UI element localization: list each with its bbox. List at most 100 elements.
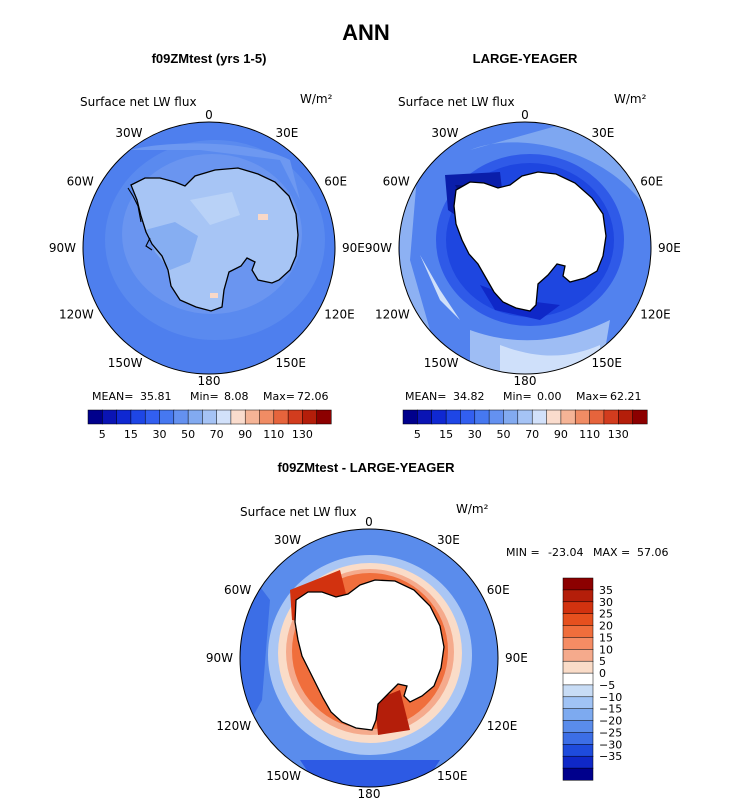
panel-2-min-value: 0.00 <box>537 390 562 403</box>
panel-1-colorbar: 5 15 30 50 70 90 110 130 <box>87 409 332 441</box>
panel-1-colorbar-swatch-9 <box>216 409 232 425</box>
panel-2-colorbar-swatch-4 <box>460 409 476 425</box>
panel-2-longitude-labels: 0 30E 60E 90E 120E 150E 180 150W 120W 90W 60W 30W <box>365 108 681 388</box>
panel-1-units: W/m² <box>300 92 333 106</box>
panel-2-colorbar-swatch-14 <box>603 409 619 425</box>
panel-2-colorbar-swatch-3 <box>445 409 462 425</box>
panel-2-colorbar-swatch-9 <box>531 409 548 425</box>
panel-3-colorbar-label-13: −30 <box>599 738 622 751</box>
panel-2-colorbar-swatch-13 <box>589 409 605 425</box>
panel-1-colorbar-swatch-4 <box>144 409 161 425</box>
panel-1-lon-label-10: 60W <box>67 175 94 189</box>
panel-3-ross-high <box>375 690 410 735</box>
panel-1-plateau-patch <box>190 192 240 225</box>
panel-2-lon-label-2: 60E <box>640 175 663 189</box>
panel-1-colorbar-swatch-15 <box>302 409 318 425</box>
panel-2-lon-label-7: 150W <box>424 356 459 370</box>
panel-3-colorbar-label-14: −35 <box>599 750 622 763</box>
panel-2-map <box>399 122 651 374</box>
panel-1-lon-label-3: 90E <box>342 241 365 255</box>
panel-1-lon-label-2: 60E <box>324 175 347 189</box>
panel-2-colorbar-swatch-8 <box>517 409 533 425</box>
panel-3-colorbar-label-1: 30 <box>599 596 613 609</box>
panel-3-colorbar-swatch-8 <box>562 672 594 686</box>
panel-1-lon-label-9: 90W <box>49 241 76 255</box>
panel-2-map-border <box>398 121 652 375</box>
panel-2-lon-label-4: 120E <box>640 308 671 322</box>
panel-1-longitude-labels: 0 30E 60E 90E 120E 150E 180 150W 120W 90W 60W 30W <box>49 108 365 388</box>
panel-2-colorbar-label-5: 90 <box>554 428 568 441</box>
panel-1-colorbar-label-5: 90 <box>238 428 252 441</box>
panel-1-min-value: 8.08 <box>224 390 249 403</box>
panel-1-colorbar-label-2: 30 <box>153 428 167 441</box>
panel-3-min-label: MIN = <box>506 546 540 559</box>
panel-2-mean-label: MEAN= <box>405 390 446 403</box>
panel-1-lon-label-11: 30W <box>115 126 142 140</box>
panel-2-colorbar-swatch-2 <box>431 409 447 425</box>
panel-1-lon-label-7: 150W <box>108 356 143 370</box>
panel-3-colorbar-swatch-12 <box>562 720 594 734</box>
panel-3-lon-label-8: 120W <box>216 719 251 733</box>
panel-3-lon-label-1: 30E <box>437 533 460 547</box>
panel-1-colorbar-label-4: 70 <box>210 428 224 441</box>
panel-1-lon-label-4: 120E <box>324 308 355 322</box>
panel-3-colorbar-swatch-2 <box>562 601 594 615</box>
panel-3-colorbar-swatch-3 <box>562 613 594 627</box>
panel-3-colorbar-swatch-7 <box>562 660 594 674</box>
panel-1-colorbar-swatch-2 <box>116 409 132 425</box>
panel-1-colorbar-label-3: 50 <box>181 428 195 441</box>
panel-1-min-label: Min= <box>190 390 219 403</box>
panel-3-colorbar-swatch-6 <box>562 649 594 662</box>
panel-1-max-value: 72.06 <box>297 390 329 403</box>
panel-2-lon-label-10: 60W <box>383 175 410 189</box>
panel-2-colorbar-swatch-0 <box>402 409 418 425</box>
panel-1-lon-label-1: 30E <box>276 126 299 140</box>
panel-3-colorbar-swatch-10 <box>562 696 594 710</box>
panel-3-colorbar-swatch-11 <box>562 708 594 722</box>
panel-3-colorbar-label-9: −10 <box>599 691 622 704</box>
panel-3-lon-label-7: 150W <box>266 769 301 783</box>
panel-2-max-label: Max= <box>576 390 608 403</box>
panel-3-title: f09ZMtest - LARGE-YEAGER <box>278 460 456 475</box>
panel-2-colorbar-swatch-12 <box>574 409 591 425</box>
panel-1-colorbar-swatch-6 <box>173 409 189 425</box>
panel-3-colorbar-swatch-0 <box>562 577 594 591</box>
panel-3-colorbar-swatch-14 <box>562 744 594 757</box>
panel-1-map <box>83 122 335 374</box>
page-title: ANN <box>342 20 390 45</box>
panel-1-lon-label-8: 120W <box>59 308 94 322</box>
panel-2-lon-label-11: 30W <box>431 126 458 140</box>
panel-1-mean-value: 35.81 <box>140 390 172 403</box>
panel-1-warm-spot <box>258 214 268 220</box>
panel-1-lon-label-6: 180 <box>198 374 221 388</box>
panel-1-colorbar-swatch-16 <box>316 409 332 425</box>
panel-1-colorbar-swatch-13 <box>273 409 289 425</box>
panel-2-field-label: Surface net LW flux <box>398 95 515 109</box>
panel-2-colorbar-swatch-10 <box>546 409 562 425</box>
panel-3-max-value: 57.06 <box>637 546 669 559</box>
panel-3: f09ZMtest - LARGE-YEAGER Surface net LW … <box>206 460 669 798</box>
panel-3-lon-label-0: 0 <box>365 515 373 529</box>
panel-1-colorbar-label-1: 15 <box>124 428 138 441</box>
panel-2-lon-label-9: 90W <box>365 241 392 255</box>
panel-3-colorbar-swatch-15 <box>562 755 594 769</box>
panel-1-lon-label-0: 0 <box>205 108 213 122</box>
panel-1-field-label: Surface net LW flux <box>80 95 197 109</box>
panel-1-colorbar-label-7: 130 <box>292 428 313 441</box>
panel-3-south-band <box>300 760 440 787</box>
panel-1-colorbar-swatch-11 <box>244 409 261 425</box>
panel-1-colorbar-swatch-10 <box>230 409 246 425</box>
panel-2-colorbar-swatch-6 <box>488 409 505 425</box>
panel-1: f09ZMtest (yrs 1-5) Surface net LW flux … <box>49 51 365 441</box>
panel-1-colorbar-label-0: 5 <box>99 428 106 441</box>
panel-3-colorbar-swatch-9 <box>562 684 594 698</box>
panel-2-colorbar-swatch-1 <box>417 409 433 425</box>
panel-1-colorbar-label-6: 110 <box>263 428 284 441</box>
panel-1-colorbar-swatch-7 <box>187 409 203 425</box>
panel-2-lon-label-5: 150E <box>592 356 623 370</box>
panel-2-colorbar-label-7: 130 <box>608 428 629 441</box>
panel-2-mean-value: 34.82 <box>453 390 485 403</box>
panel-3-longitude-labels: 0 30E 60E 90E 120E 150E 180 150W 120W 90W 60W 30W <box>206 515 528 798</box>
